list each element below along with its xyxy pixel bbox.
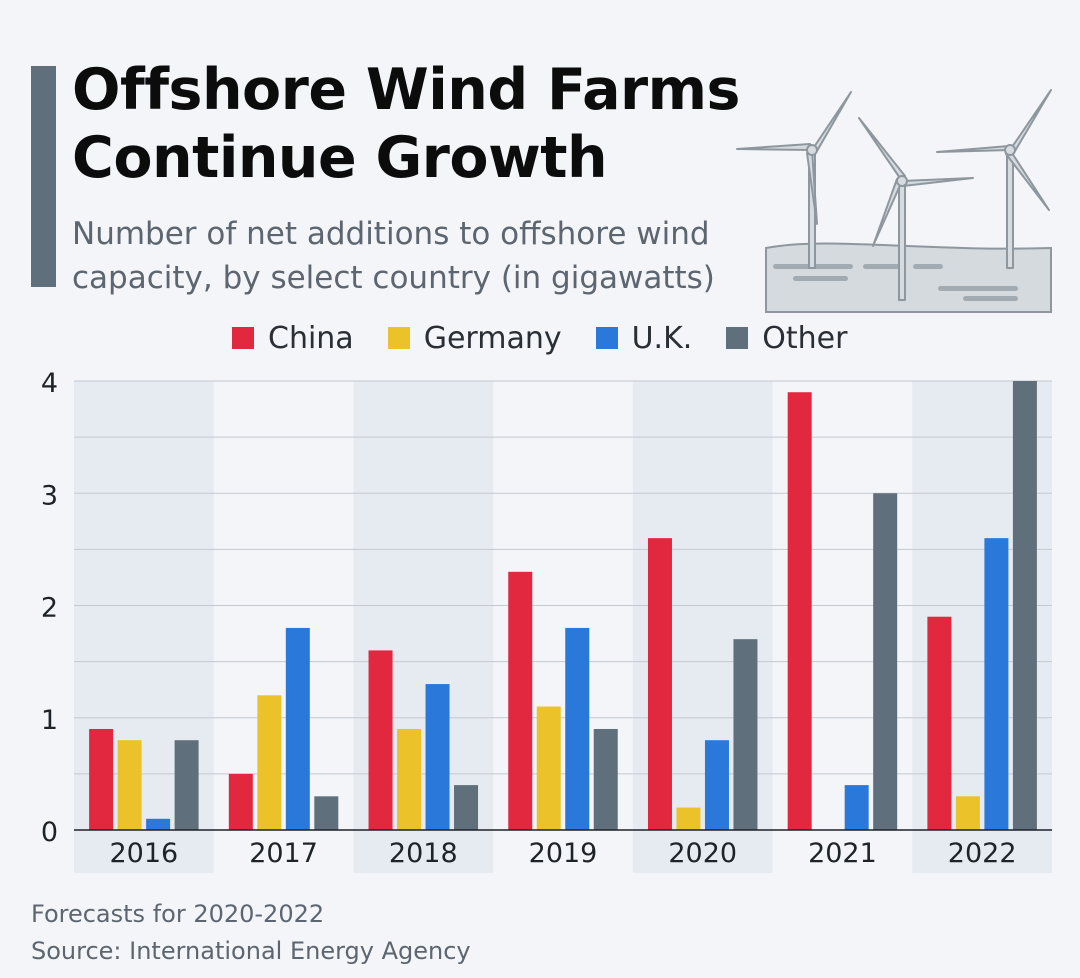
bar <box>955 796 980 830</box>
y-tick-label: 2 <box>41 593 58 624</box>
legend-swatch-germany <box>387 327 410 349</box>
bar <box>565 627 590 830</box>
wind-turbine-icon <box>736 91 852 269</box>
chart-title-line-2: Continue Growth <box>72 125 608 191</box>
legend-label-china: China <box>268 320 354 356</box>
bar <box>787 392 812 830</box>
accent-bar <box>31 66 56 287</box>
bar <box>285 627 310 830</box>
legend-label-uk: U.K. <box>631 320 693 356</box>
legend: China Germany U.K. Other <box>232 316 881 360</box>
legend-item-china: China <box>232 321 354 356</box>
bar <box>984 538 1009 830</box>
legend-swatch-uk <box>595 327 618 349</box>
forecast-note: Forecasts for 2020-2022 <box>31 900 325 928</box>
chart-subtitle: Number of net additions to offshore wind… <box>72 212 715 300</box>
x-tick-label: 2018 <box>389 838 458 869</box>
legend-item-germany: Germany <box>387 320 562 356</box>
legend-swatch-other <box>726 327 749 349</box>
wind-turbine-icon <box>858 117 974 301</box>
bar <box>733 639 758 830</box>
y-tick-label: 4 <box>41 368 58 399</box>
y-tick-label: 3 <box>41 480 58 511</box>
bar <box>368 650 393 830</box>
legend-item-uk: U.K. <box>595 320 693 356</box>
chart-subtitle-line-1: Number of net additions to offshore wind <box>72 216 710 252</box>
bar <box>508 571 533 830</box>
x-tick-label: 2020 <box>668 838 737 869</box>
wind-turbines-illustration <box>736 89 1052 313</box>
bar <box>1012 381 1037 830</box>
bar <box>425 684 450 830</box>
bar <box>676 807 701 830</box>
x-tick-label: 2021 <box>808 838 877 869</box>
bar <box>174 740 199 830</box>
y-tick-label: 0 <box>41 817 58 848</box>
legend-label-other: Other <box>762 320 848 356</box>
chart-title: Offshore Wind Farms Continue Growth <box>72 56 740 192</box>
x-tick-label: 2022 <box>948 838 1017 869</box>
bar <box>927 616 952 830</box>
legend-item-other: Other <box>726 321 847 356</box>
bar <box>647 538 672 830</box>
bar <box>117 740 142 830</box>
y-tick-label: 1 <box>41 705 58 736</box>
x-tick-label: 2016 <box>109 838 178 869</box>
bar <box>314 796 339 830</box>
bar <box>844 785 869 830</box>
bar <box>704 740 729 830</box>
x-tick-label: 2019 <box>529 838 598 869</box>
bar <box>397 728 422 830</box>
chart-title-line-1: Offshore Wind Farms <box>72 57 740 123</box>
bar <box>228 773 253 830</box>
wind-turbine-icon <box>936 89 1052 269</box>
bar <box>454 785 479 830</box>
footer: Forecasts for 2020-2022 Source: Internat… <box>31 896 471 970</box>
bar <box>257 695 282 830</box>
x-tick-label: 2017 <box>249 838 318 869</box>
sea-block <box>765 242 1052 313</box>
bar <box>593 728 618 830</box>
bar <box>873 493 898 830</box>
bar-chart: 0 1 2 3 4 2016 2017 2018 2019 2020 2021 2022 <box>41 368 1052 873</box>
source-note: Source: International Energy Agency <box>31 937 471 965</box>
bar <box>89 728 114 830</box>
legend-swatch-china <box>232 327 254 349</box>
bar <box>536 706 561 830</box>
chart-subtitle-line-2: capacity, by select country (in gigawatt… <box>72 260 715 296</box>
legend-label-germany: Germany <box>423 320 562 356</box>
bar <box>146 818 171 830</box>
